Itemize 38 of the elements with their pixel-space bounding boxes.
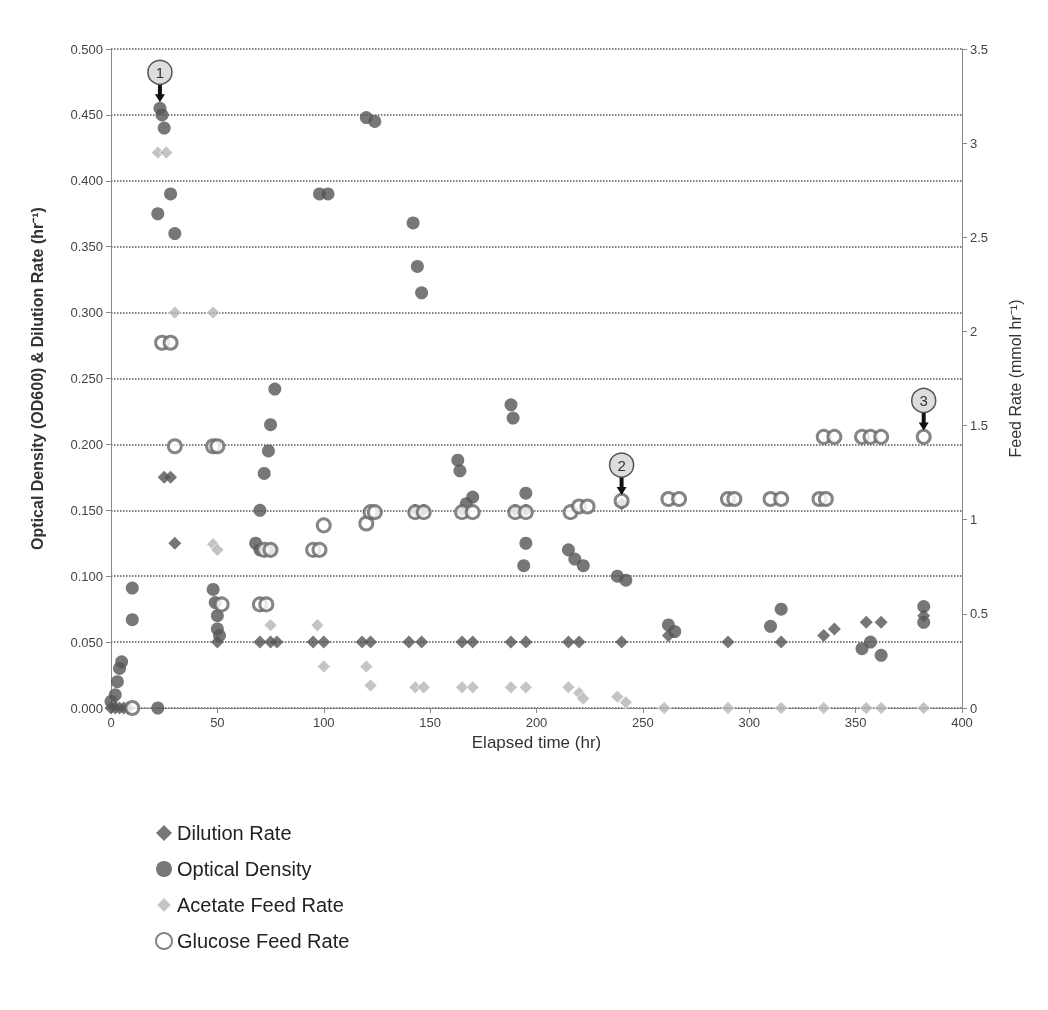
x-tick-label: 200 [525,715,548,730]
legend-label: Dilution Rate [177,822,292,844]
x-tick-label: 0 [107,715,115,730]
annotation: 3 [919,391,928,409]
y2-tick-label: 2 [970,323,978,339]
y2-tick-label: 2.5 [970,229,989,245]
y2-tick-label: 1.5 [970,418,989,434]
y2-tick-label: 3 [970,135,978,151]
legend-label: Optical Density [177,858,312,880]
legend-label: Glucose Feed Rate [177,930,350,952]
y-tick-label: 0.050 [70,634,103,650]
y-tick-label: 0.500 [70,41,103,57]
annotation: 1 [155,63,165,81]
y-tick-label: 0.300 [70,305,103,321]
y-tick-label: 0.000 [70,700,103,716]
y-axis-title: Optical Density (OD600) & Dilution Rate (hr⁻¹) [28,207,46,550]
x-tick-label: 150 [419,715,441,730]
y-tick-label: 0.100 [70,568,103,584]
y-tick-label: 0.350 [70,239,103,255]
x-tick-label: 250 [632,715,654,730]
y-tick-label: 0.150 [70,502,103,518]
y-tick-label: 0.450 [70,107,103,123]
x-tick-label: 400 [951,715,973,730]
annotation: 2 [617,456,626,474]
y2-tick-label: 0.5 [970,606,989,622]
x-tick-label: 300 [738,715,761,730]
x-axis-title: Elapsed time (hr) [471,732,602,752]
x-tick-label: 50 [210,715,225,730]
legend-label: Acetate Feed Rate [177,894,344,916]
y-tick-label: 0.250 [70,371,103,386]
y-tick-label: 0.200 [70,436,103,452]
y-tick-label: 0.400 [70,173,103,189]
y2-tick-label: 1 [970,512,978,528]
y2-axis-title: Feed Rate (mmol hr⁻¹) [1006,299,1024,458]
x-tick-label: 350 [844,715,867,730]
y2-tick-label: 0 [970,700,978,716]
y2-tick-label: 3.5 [970,41,989,57]
x-tick-label: 100 [312,715,335,730]
